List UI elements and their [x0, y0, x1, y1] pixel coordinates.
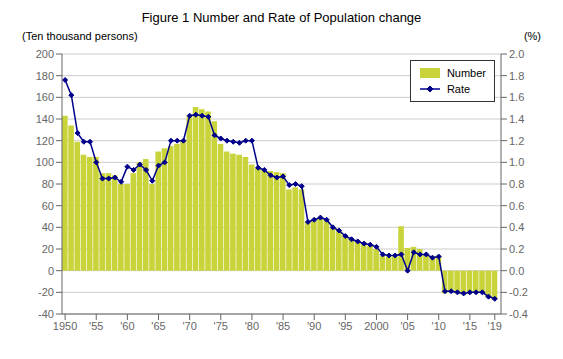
svg-text:-0.2: -0.2 — [509, 286, 528, 298]
svg-text:'75: '75 — [214, 320, 228, 332]
svg-text:20: 20 — [42, 243, 54, 255]
svg-text:120: 120 — [36, 135, 54, 147]
svg-text:1.0: 1.0 — [509, 156, 524, 168]
svg-text:0: 0 — [48, 265, 54, 277]
svg-text:1.8: 1.8 — [509, 70, 524, 82]
svg-text:160: 160 — [36, 91, 54, 103]
svg-text:100: 100 — [36, 156, 54, 168]
svg-text:'15: '15 — [463, 320, 477, 332]
svg-text:200: 200 — [36, 48, 54, 60]
svg-text:-40: -40 — [38, 308, 54, 320]
svg-text:-20: -20 — [38, 286, 54, 298]
html-text:(Ten thousand persons): (Ten thousand persons) — [22, 30, 138, 42]
svg-text:2.0: 2.0 — [509, 48, 524, 60]
svg-text:2000: 2000 — [364, 320, 388, 332]
svg-text:'55: '55 — [89, 320, 103, 332]
svg-text:'90: '90 — [307, 320, 321, 332]
svg-text:0.2: 0.2 — [509, 243, 524, 255]
svg-text:'95: '95 — [338, 320, 352, 332]
svg-text:0.6: 0.6 — [509, 200, 524, 212]
svg-text:80: 80 — [42, 178, 54, 190]
svg-text:'85: '85 — [276, 320, 290, 332]
svg-text:0.8: 0.8 — [509, 178, 524, 190]
svg-text:-0.4: -0.4 — [509, 308, 528, 320]
svg-text:140: 140 — [36, 113, 54, 125]
html-text:Figure 1 Number and Rate of Po: Figure 1 Number and Rate of Population c… — [141, 10, 422, 25]
svg-text:'65: '65 — [151, 320, 165, 332]
svg-text:1.2: 1.2 — [509, 135, 524, 147]
svg-text:0.0: 0.0 — [509, 265, 524, 277]
svg-text:'19: '19 — [488, 320, 502, 332]
svg-text:'05: '05 — [400, 320, 414, 332]
svg-text:1.6: 1.6 — [509, 91, 524, 103]
html-text:Rate: Rate — [446, 83, 471, 95]
html-text:Number: Number — [446, 67, 486, 79]
svg-text:180: 180 — [36, 70, 54, 82]
svg-text:40: 40 — [42, 221, 54, 233]
svg-text:'10: '10 — [432, 320, 446, 332]
svg-text:'70: '70 — [182, 320, 196, 332]
svg-text:'60: '60 — [120, 320, 134, 332]
svg-text:1950: 1950 — [53, 320, 77, 332]
svg-text:1.4: 1.4 — [509, 113, 524, 125]
svg-text:'80: '80 — [245, 320, 259, 332]
svg-text:60: 60 — [42, 200, 54, 212]
svg-text:0.4: 0.4 — [509, 221, 524, 233]
